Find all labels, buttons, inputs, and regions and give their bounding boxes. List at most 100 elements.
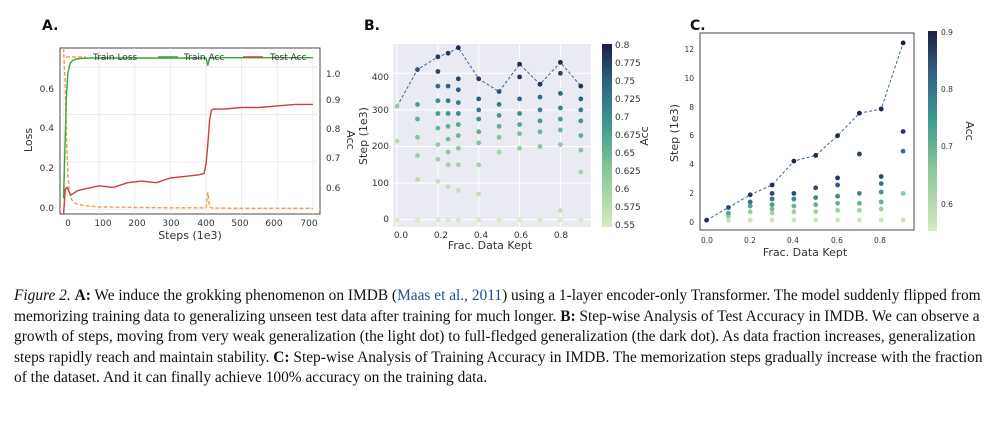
caption-b-text: Step-wise Analysis of Test Accuracy in I…: [14, 307, 980, 366]
panel-a-x-tick: 600: [265, 219, 282, 229]
panel-c-point: [813, 209, 819, 215]
caption-citation-link[interactable]: Maas et al., 2011: [397, 287, 503, 304]
panel-b-point: [455, 111, 461, 116]
panel-b-point: [578, 107, 584, 113]
panel-b-y-tick: 0: [383, 215, 389, 225]
panel-b-point: [435, 217, 441, 223]
panel-b-y-tick: 300: [372, 106, 389, 116]
panel-b-cbar-tick: 0.725: [615, 95, 641, 105]
panel-c-y-tick: 6: [689, 131, 694, 140]
panel-b-cbar-tick: 0.6: [615, 185, 630, 195]
panel-b-point: [558, 208, 563, 213]
panel-c-y-tick: 12: [684, 45, 694, 54]
panel-c-y-ticks: 0 2 4 6 8 10 12: [684, 45, 694, 227]
panel-c-point: [857, 110, 862, 116]
panel-a-series: [62, 47, 313, 215]
panel-b-point: [455, 122, 461, 127]
panel-b: B. 0.0 0.2 0.4 0.6 0.8 0 100 200 300 400…: [357, 18, 651, 252]
panel-c-point: [835, 207, 840, 213]
panel-b-point: [537, 129, 543, 135]
panel-b-x-label: Frac. Data Kept: [448, 239, 533, 252]
panel-c-x-tick: 0.0: [701, 236, 713, 245]
panel-a-x-ticks: 0 100 200 300 400 500 600 700: [65, 219, 318, 229]
panel-b-point: [476, 76, 482, 82]
panel-b-grid: [393, 44, 591, 227]
panel-b-point: [455, 87, 461, 93]
panel-b-point: [537, 81, 543, 87]
panel-b-letter: B.: [364, 18, 380, 34]
panel-b-colorbar-ticks: 0.8 0.775 0.75 0.725 0.7 0.675 0.65 0.62…: [615, 41, 641, 231]
panel-c-point: [769, 202, 775, 208]
panel-c-plot-area: [699, 32, 915, 231]
panel-c-x-tick: 0.2: [744, 236, 756, 245]
panel-b-point: [435, 125, 441, 131]
panel-c-y-tick: 8: [689, 103, 694, 112]
panel-c-point: [769, 191, 775, 196]
panel-a-y-label-right: Acc: [344, 130, 357, 149]
panel-c-x-tick: 0.6: [831, 236, 843, 245]
panel-c-colorbar-ticks: 0.9 0.8 0.7 0.6: [941, 28, 953, 209]
panel-a-y-tick-right: 0.8: [326, 125, 341, 135]
panel-c-point: [769, 217, 775, 223]
panel-b-point: [537, 118, 543, 124]
panel-c-point: [878, 174, 884, 179]
panel-b-point: [435, 111, 441, 116]
panel-b-point: [394, 138, 400, 144]
panel-c-point: [878, 217, 884, 223]
panel-c-x-label: Frac. Data Kept: [763, 246, 848, 259]
panel-a-y-tick-right: 1.0: [326, 70, 341, 80]
panel-b-point: [455, 217, 461, 223]
panel-b-cbar-tick: 0.65: [615, 149, 635, 159]
panel-b-point: [435, 156, 441, 162]
panel-b-point: [578, 118, 584, 124]
panel-a-y-tick-left: 0.4: [40, 124, 55, 134]
caption-a-text-1: We induce the grokking phenomenon on IMD…: [90, 287, 398, 304]
panel-c-points: [704, 40, 906, 223]
panel-a-y-ticks-left: 0.0 0.2 0.4 0.6: [40, 85, 55, 214]
panel-b-point: [578, 147, 584, 153]
panel-b-cbar-tick: 0.675: [615, 131, 641, 141]
panel-b-point: [558, 127, 563, 133]
panel-c-x-tick: 0.4: [787, 236, 799, 245]
panel-b-point: [558, 116, 563, 122]
panel-c-point: [769, 182, 775, 188]
panel-b-y-tick: 100: [372, 179, 389, 189]
panel-b-point: [496, 123, 502, 129]
panel-a-y-tick-right: 0.9: [326, 96, 341, 106]
panel-b-point: [517, 74, 522, 80]
panel-b-point: [496, 89, 502, 94]
panel-c-cbar-tick: 0.7: [941, 142, 953, 151]
panel-c-y-tick: 2: [689, 189, 694, 198]
panel-b-point: [537, 144, 543, 149]
panel-a-x-label: Steps (1e3): [158, 229, 222, 242]
panel-b-points: [394, 45, 584, 223]
panel-a-y-label-left: Loss: [22, 128, 35, 152]
figure-caption: Figure 2. A: We induce the grokking phen…: [14, 286, 986, 389]
panel-c-point: [857, 191, 862, 196]
panel-b-colorbar: [602, 44, 612, 227]
panel-b-cbar-tick: 0.55: [615, 221, 635, 231]
panel-c-point: [769, 196, 775, 202]
panel-b-point: [476, 191, 482, 197]
panel-b-x-tick: 0.8: [554, 231, 569, 241]
panel-b-plot-area: [393, 44, 591, 227]
panel-b-x-tick: 0.0: [394, 231, 409, 241]
panel-b-point: [558, 59, 563, 65]
panel-c-point: [900, 129, 906, 134]
panel-b-point: [537, 94, 543, 100]
panel-c-point: [791, 158, 797, 164]
panel-c-point: [900, 191, 906, 196]
panel-c-point: [791, 196, 797, 202]
panel-c-cbar-tick: 0.9: [941, 28, 953, 37]
panel-a-y-tick-left: 0.0: [40, 204, 55, 214]
panel-c-point: [835, 193, 840, 199]
panel-b-point: [496, 217, 502, 223]
caption-b-label: B:: [560, 307, 576, 325]
panel-c-colorbar: [928, 31, 937, 231]
panel-b-point: [445, 123, 451, 129]
figure-2: A. 0 100 200 300 400 500 600 700 0.0 0.2…: [22, 18, 976, 259]
panel-b-cbar-tick: 0.775: [615, 59, 641, 69]
panel-b-point: [445, 50, 451, 56]
panel-b-point: [496, 149, 502, 155]
panel-a-legend: Train Loss Train Acc Test Acc: [66, 53, 307, 63]
